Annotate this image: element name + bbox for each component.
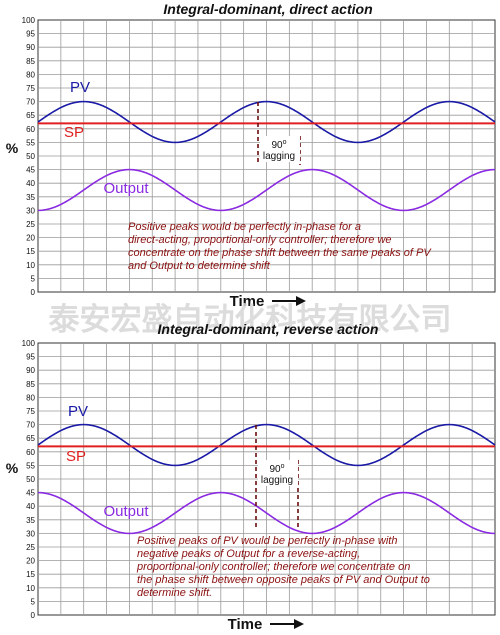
y-tick-label: 5	[31, 597, 36, 606]
series-label-sp: SP	[64, 124, 84, 141]
y-tick-label: 25	[26, 220, 35, 229]
series-line-output	[37, 491, 496, 535]
grid	[37, 342, 496, 616]
y-tick-label: 85	[26, 380, 35, 389]
y-tick-label: 60	[26, 448, 35, 457]
y-tick-label: 45	[26, 166, 35, 175]
y-tick-label: 40	[26, 502, 35, 511]
annotation-note: Positive peaks would be perfectly in-pha…	[128, 221, 432, 272]
annotation-note-line: Positive peaks of PV would be perfectly …	[137, 535, 397, 547]
annotation-note: Positive peaks of PV would be perfectly …	[136, 535, 430, 599]
series-label-pv: PV	[68, 403, 88, 420]
y-tick-labels: 0 5 10 15 20 25 30 35 40 45 50 55 60 65 70 75 80 85 90 95 10…	[22, 339, 36, 620]
series-label-output: Output	[103, 180, 149, 197]
y-axis-label: %	[6, 460, 19, 476]
y-tick-label: 50	[26, 152, 35, 161]
y-tick-label: 45	[26, 489, 35, 498]
time-arrowhead	[296, 296, 306, 306]
watermark-text: 泰安宏盛自动化科技有限公司	[49, 302, 452, 337]
y-tick-label: 70	[26, 421, 35, 430]
y-tick-label: 0	[31, 288, 36, 297]
series-line-pv	[37, 423, 496, 467]
y-tick-label: 15	[26, 247, 35, 256]
y-tick-label: 35	[26, 516, 35, 525]
degree-symbol: o	[283, 139, 287, 146]
y-tick-label: 80	[26, 70, 35, 79]
y-tick-label: 90	[26, 43, 35, 52]
chart-title: Integral-dominant, direct action	[163, 1, 372, 17]
y-tick-label: 65	[26, 111, 35, 120]
annotation-note-line: negative peaks of Output for a reverse-a…	[137, 548, 360, 560]
y-tick-label: 95	[26, 353, 35, 362]
y-tick-label: 65	[26, 434, 35, 443]
y-tick-label: 75	[26, 407, 35, 416]
y-tick-label: 90	[26, 366, 35, 375]
series-group	[37, 423, 496, 535]
y-tick-label: 60	[26, 125, 35, 134]
phase-label-lagging: lagging	[261, 475, 293, 486]
x-axis-label: Time	[228, 616, 263, 633]
y-tick-label: 50	[26, 475, 35, 484]
y-tick-label: 10	[26, 584, 35, 593]
annotation-note-line: direct-acting, proportional-only control…	[128, 234, 392, 246]
series-label-output: Output	[103, 503, 149, 520]
y-tick-label: 30	[26, 529, 35, 538]
y-tick-label: 80	[26, 393, 35, 402]
annotation-note-line: determine shift.	[137, 587, 212, 599]
y-tick-label: 15	[26, 570, 35, 579]
degree-symbol: o	[281, 463, 285, 470]
x-axis-label-group: Time	[230, 293, 306, 310]
time-arrowhead	[294, 619, 304, 629]
chart-integral-direct: Integral-dominant, direct action 0 5 10 15 2…	[6, 1, 496, 310]
y-tick-label: 40	[26, 179, 35, 188]
annotation-note-line: the phase shift between opposite peaks o…	[137, 574, 430, 586]
y-tick-labels: 0 5 10 15 20 25 30 35 40 45 50 55 60 65 70 75 80 85 90 95 10…	[22, 16, 36, 297]
y-tick-label: 20	[26, 557, 35, 566]
y-tick-label: 30	[26, 206, 35, 215]
series-labels: PV SP Output	[64, 79, 149, 197]
y-tick-label: 25	[26, 543, 35, 552]
y-tick-label: 5	[31, 274, 36, 283]
series-label-sp: SP	[66, 448, 86, 465]
y-tick-label: 10	[26, 261, 35, 270]
y-tick-label: 20	[26, 234, 35, 243]
y-tick-label: 0	[31, 611, 36, 620]
phase-label-bg	[258, 460, 298, 486]
phase-label-lagging: lagging	[263, 151, 295, 162]
grid	[37, 19, 496, 293]
phase-label-bg	[260, 136, 300, 162]
y-tick-label: 100	[22, 16, 36, 25]
y-tick-label: 70	[26, 98, 35, 107]
annotation-note-line: and Output to determine shift	[128, 260, 271, 272]
y-axis-label: %	[6, 140, 19, 156]
series-labels: PV SP Output	[66, 403, 149, 520]
y-tick-label: 100	[22, 339, 36, 348]
chart-title: Integral-dominant, reverse action	[158, 321, 379, 337]
annotation-note-line: concentrate on the phase shift between t…	[128, 247, 432, 259]
y-tick-label: 55	[26, 461, 35, 470]
series-label-pv: PV	[70, 79, 90, 96]
y-tick-label: 75	[26, 84, 35, 93]
y-tick-label: 35	[26, 193, 35, 202]
series-line-output	[37, 168, 496, 212]
series-group	[37, 100, 496, 212]
y-tick-label: 85	[26, 57, 35, 66]
y-tick-label: 55	[26, 138, 35, 147]
x-axis-label-group: Time	[228, 616, 304, 633]
annotation-note-line: Positive peaks would be perfectly in-pha…	[128, 221, 361, 233]
y-tick-label: 95	[26, 30, 35, 39]
chart-integral-reverse: Integral-dominant, reverse action 0 5 10 15…	[6, 321, 496, 633]
annotation-note-line: proportional-only controller; therefore …	[136, 561, 410, 573]
series-line-pv	[37, 100, 496, 144]
x-axis-label: Time	[230, 293, 265, 310]
